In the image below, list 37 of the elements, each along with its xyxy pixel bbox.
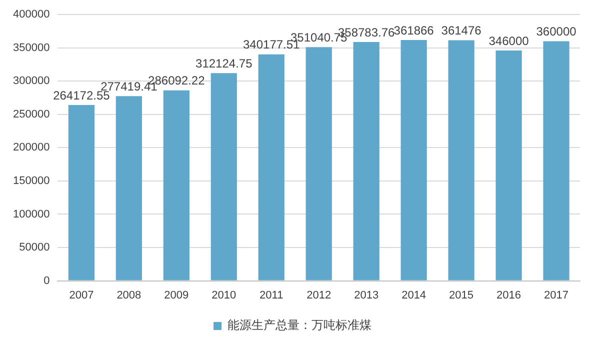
data-label: 361866 <box>394 23 434 38</box>
y-tick-label: 0 <box>44 274 50 287</box>
x-tick-label: 2016 <box>496 289 522 302</box>
bar <box>210 73 237 280</box>
x-tick-label: 2009 <box>164 289 189 302</box>
bar <box>163 90 190 280</box>
legend-label: 能源生产总量：万吨标准煤 <box>228 318 372 332</box>
data-label: 361476 <box>441 24 482 38</box>
x-tick-label: 2010 <box>212 289 236 302</box>
bar <box>306 47 332 280</box>
data-label: 312124.75 <box>196 56 253 70</box>
x-tick-label: 2008 <box>116 289 142 302</box>
bar <box>400 40 427 280</box>
bar <box>116 96 142 280</box>
x-tick-label: 2014 <box>402 289 426 302</box>
bar <box>258 54 284 280</box>
bar <box>68 104 95 280</box>
y-tick-label: 100000 <box>12 208 50 220</box>
x-tick-label: 2012 <box>306 289 332 302</box>
data-label: 346000 <box>488 34 530 48</box>
y-tick-label: 150000 <box>12 175 50 188</box>
bar <box>496 50 522 280</box>
data-label: 360000 <box>536 24 577 39</box>
x-tick-label: 2007 <box>69 289 94 302</box>
bar <box>448 40 474 280</box>
y-tick-label: 250000 <box>12 108 50 120</box>
y-tick-label: 200000 <box>12 142 50 154</box>
y-tick-label: 300000 <box>12 75 50 88</box>
bar <box>353 42 380 280</box>
y-tick-label: 350000 <box>12 42 50 54</box>
y-tick-label: 50000 <box>19 242 50 254</box>
x-tick-label: 2013 <box>354 289 379 302</box>
y-tick-label: 400000 <box>12 8 50 21</box>
x-tick-label: 2015 <box>449 289 474 302</box>
bar <box>543 41 570 280</box>
x-tick-label: 2017 <box>544 289 568 302</box>
x-tick-label: 2011 <box>260 289 284 302</box>
